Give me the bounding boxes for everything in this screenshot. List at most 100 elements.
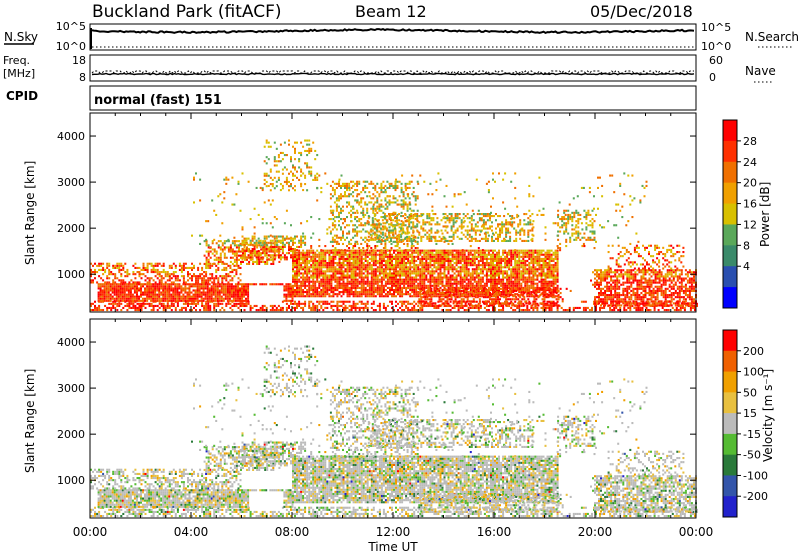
power-cell — [370, 270, 373, 273]
power-cell — [512, 276, 515, 279]
power-cell — [405, 300, 408, 303]
power-cell — [152, 271, 155, 274]
power-cell — [189, 309, 191, 312]
power-cell — [302, 262, 305, 265]
power-cell — [253, 252, 256, 255]
power-cell — [522, 289, 525, 292]
power-cell — [196, 299, 199, 302]
power-cell — [516, 251, 519, 254]
power-cell — [433, 295, 436, 298]
power-cell — [411, 276, 414, 279]
power-cell — [389, 289, 391, 292]
power-cell — [639, 309, 642, 312]
power-cell — [176, 285, 179, 288]
power-cell — [403, 251, 406, 254]
power-cell — [304, 284, 307, 287]
power-cell — [220, 299, 223, 302]
power-cell — [536, 274, 539, 277]
power-cell — [241, 243, 244, 246]
power-cell — [288, 237, 290, 240]
power-cell — [158, 291, 161, 294]
power-cell — [209, 266, 212, 269]
power-cell — [409, 286, 412, 289]
power-cell — [281, 245, 284, 248]
power-cell — [322, 295, 325, 298]
power-cell — [312, 266, 315, 269]
power-cell — [118, 264, 121, 267]
power-cell — [401, 309, 404, 312]
power-cell — [310, 149, 313, 152]
power-cell — [158, 271, 161, 274]
power-cell — [281, 256, 284, 259]
cpid-frame — [89, 85, 697, 111]
power-cell — [265, 306, 268, 309]
power-cell — [184, 309, 187, 312]
power-cell — [572, 309, 575, 312]
power-cell — [467, 291, 470, 294]
power-cell — [239, 297, 241, 300]
power-cell — [496, 272, 498, 275]
power-cell — [526, 253, 529, 256]
power-cell — [330, 249, 333, 252]
power-cell — [342, 309, 345, 312]
power-cell — [393, 282, 395, 285]
power-cell — [550, 270, 553, 273]
power-cell — [160, 283, 163, 286]
power-cell — [314, 158, 317, 161]
power-cell — [287, 285, 290, 288]
power-cell — [136, 287, 138, 290]
power-cell — [136, 306, 139, 309]
power-cell — [393, 276, 395, 279]
power-cell — [366, 253, 369, 256]
power-cell — [364, 270, 367, 273]
power-cell — [324, 282, 327, 285]
power-cell — [199, 309, 202, 312]
power-cell — [423, 266, 426, 269]
power-cell — [514, 270, 517, 273]
power-cell — [267, 158, 270, 161]
power-cell — [292, 306, 294, 309]
power-cell — [338, 280, 341, 283]
power-cell — [382, 278, 385, 281]
power-cell — [469, 291, 472, 294]
power-cell — [292, 276, 294, 279]
power-cell — [401, 255, 404, 258]
freq-tick-left-bottom: 8 — [79, 71, 86, 84]
power-cell — [243, 291, 245, 294]
power-cell — [92, 302, 94, 305]
power-cell — [550, 272, 553, 275]
power-cell — [330, 255, 333, 258]
power-cell — [518, 266, 521, 269]
power-cell — [409, 259, 412, 262]
power-cell — [348, 259, 351, 262]
power-cell — [427, 255, 430, 258]
power-cell — [308, 166, 311, 169]
power-cell — [122, 266, 125, 269]
power-cell — [516, 259, 519, 262]
power-cell — [534, 251, 537, 254]
power-cell — [144, 283, 146, 286]
power-cell — [348, 251, 351, 254]
power-cell — [526, 268, 529, 271]
power-cell — [439, 274, 442, 277]
power-cell — [158, 299, 161, 302]
power-cell — [358, 274, 361, 277]
power-cell — [219, 254, 222, 257]
power-cell — [459, 282, 462, 285]
power-cell — [223, 240, 226, 243]
power-cell — [496, 274, 498, 277]
power-cell — [417, 274, 420, 277]
power-cell — [356, 291, 359, 294]
power-cell — [102, 262, 105, 265]
power-cell — [202, 291, 205, 294]
power-cell — [115, 287, 118, 290]
power-cell — [437, 268, 440, 271]
power-cell — [399, 300, 402, 303]
power-cell — [265, 283, 268, 286]
power-cell — [207, 306, 210, 309]
power-cell — [128, 273, 131, 276]
power-cell — [283, 180, 286, 183]
power-cell — [102, 273, 105, 276]
power-cell — [273, 245, 276, 248]
